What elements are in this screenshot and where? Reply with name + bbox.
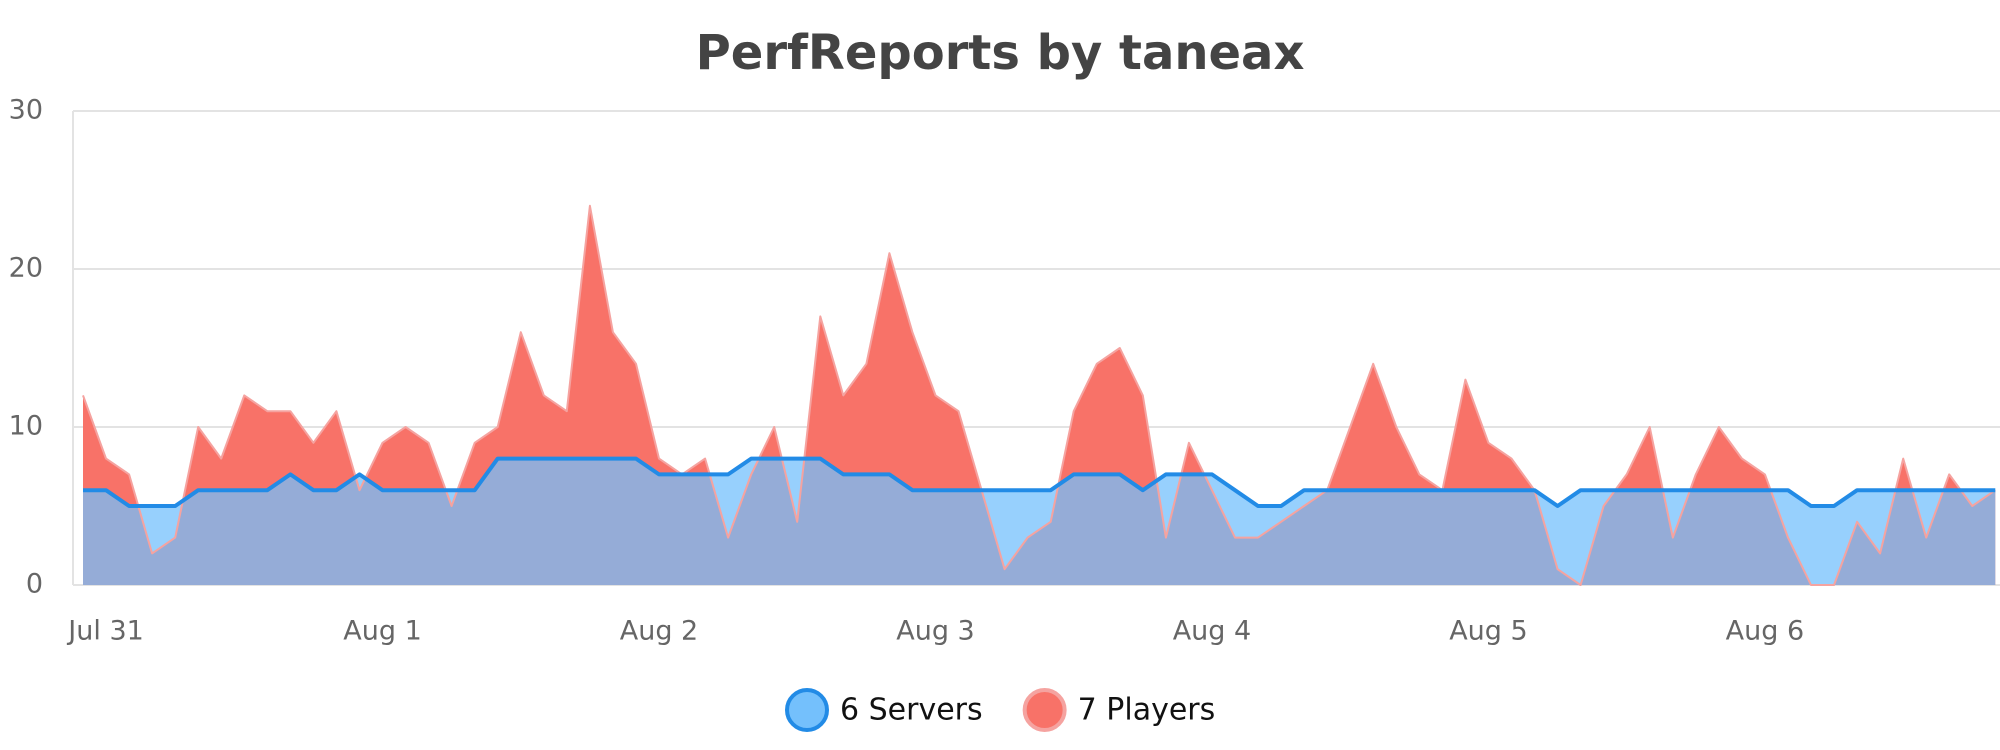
x-tick-label: Aug 1 — [343, 616, 421, 647]
x-tick-label: Aug 6 — [1726, 616, 1804, 647]
legend-marker — [785, 688, 829, 732]
legend-marker — [1022, 688, 1067, 732]
chart-title: PerfReports by taneax — [696, 25, 1305, 81]
y-tick-label: 20 — [9, 253, 43, 284]
axes: 0 10 20 30 Jul 31 Aug 1 Aug 2 Aug 3 Aug 4 Aug 5 Au… — [9, 95, 1805, 647]
y-tick-label: 10 — [9, 411, 43, 442]
legend: 6 Servers 7 Players — [785, 688, 1216, 732]
x-tick-label: Aug 3 — [896, 616, 974, 647]
x-tick-label: Aug 5 — [1449, 616, 1527, 647]
area-line — [83, 456, 1996, 508]
legend-label: 6 Servers — [840, 693, 983, 728]
x-tick-label: Jul 31 — [66, 616, 144, 647]
legend-label: 7 Players — [1078, 693, 1216, 728]
y-tick-label: 30 — [9, 95, 43, 126]
x-tick-label: Aug 2 — [620, 616, 698, 647]
x-tick-label: Aug 4 — [1173, 616, 1251, 647]
plot-area — [82, 204, 1996, 586]
y-tick-label: 0 — [26, 569, 43, 600]
area-line — [82, 204, 1996, 586]
